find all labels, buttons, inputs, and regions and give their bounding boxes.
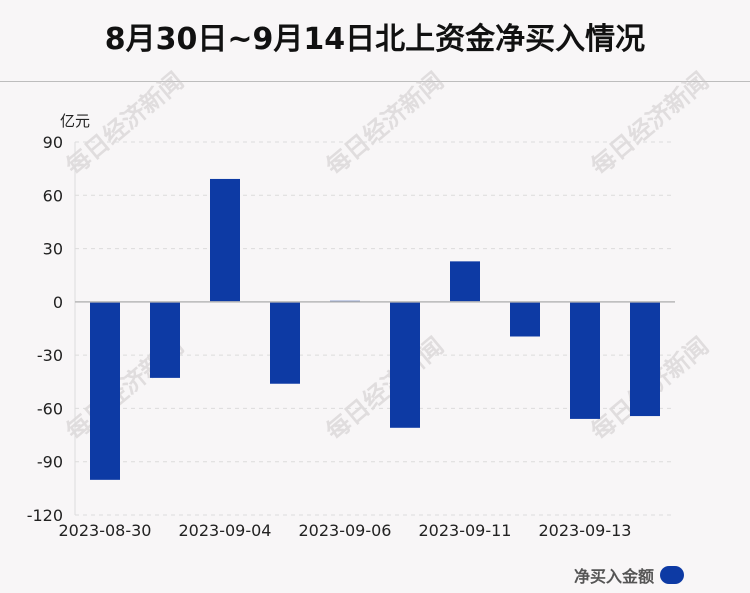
x-tick-label: 2023-09-04 bbox=[179, 521, 272, 540]
x-tick-label: 2023-09-11 bbox=[419, 521, 512, 540]
bar-2023-09-07 bbox=[390, 301, 420, 428]
legend-label: 净买入金额 bbox=[573, 567, 654, 586]
bar-2023-09-13 bbox=[570, 301, 600, 419]
y-axis-unit-label: 亿元 bbox=[60, 112, 91, 130]
y-axis-ticks: 90 60 30 0 -30 -60 -90 -120 bbox=[27, 133, 63, 525]
bar-2023-09-14 bbox=[630, 301, 660, 417]
y-tick-label: 30 bbox=[43, 240, 63, 259]
bar-2023-09-12 bbox=[510, 301, 540, 337]
watermark-text: 每日经济新闻 bbox=[586, 67, 714, 181]
legend-swatch bbox=[660, 566, 684, 584]
bar-2023-08-30 bbox=[90, 301, 120, 480]
y-tick-label: 0 bbox=[53, 293, 63, 312]
grid-lines bbox=[74, 141, 675, 516]
y-tick-label: -60 bbox=[37, 399, 63, 418]
x-tick-label: 2023-09-06 bbox=[299, 521, 392, 540]
y-tick-label: -120 bbox=[27, 506, 63, 525]
legend: 净买入金额 bbox=[574, 563, 684, 587]
x-axis-ticks: 2023-08-30 2023-09-04 2023-09-06 2023-09-11… bbox=[59, 521, 632, 540]
watermark-text: 每日经济新闻 bbox=[321, 332, 449, 446]
watermark-text: 每日经济新闻 bbox=[61, 67, 189, 181]
y-tick-label: 90 bbox=[43, 133, 63, 152]
chart-title: 8月30日~9月14日北上资金净买入情况 bbox=[104, 22, 646, 57]
bar-2023-09-11 bbox=[450, 261, 480, 302]
bar-2023-09-04 bbox=[210, 178, 240, 302]
x-tick-label: 2023-09-13 bbox=[539, 521, 632, 540]
y-tick-label: -90 bbox=[37, 453, 63, 472]
title-divider bbox=[0, 81, 750, 82]
bar-2023-09-05 bbox=[270, 301, 300, 384]
watermark-text: 每日经济新闻 bbox=[321, 67, 449, 181]
y-tick-label: -30 bbox=[37, 346, 63, 365]
x-tick-label: 2023-08-30 bbox=[59, 521, 152, 540]
bars bbox=[75, 178, 675, 480]
watermarks: 每日经济新闻每日经济新闻每日经济新闻每日经济新闻每日经济新闻每日经济新闻 bbox=[61, 67, 714, 446]
bar-2023-08-31 bbox=[150, 301, 180, 378]
y-tick-label: 60 bbox=[43, 186, 63, 205]
